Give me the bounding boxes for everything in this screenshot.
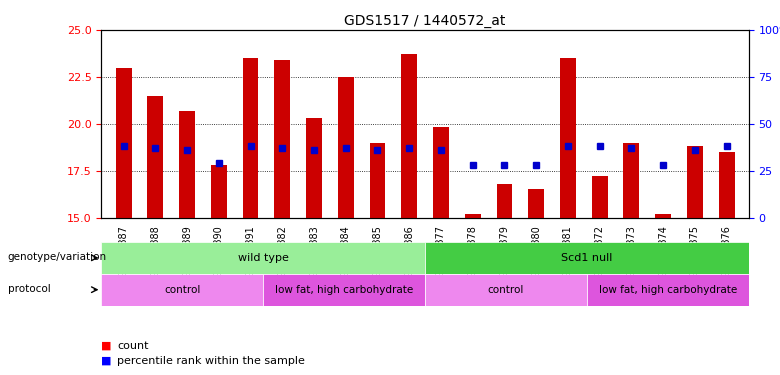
Bar (497, 184, 512, 218)
Bar (528, 189, 544, 217)
FancyBboxPatch shape (264, 274, 425, 306)
Bar (275, 60, 290, 217)
Text: genotype/variation: genotype/variation (8, 252, 107, 262)
Bar (433, 128, 449, 218)
Bar (147, 96, 163, 218)
Bar (718, 152, 735, 217)
Text: percentile rank within the sample: percentile rank within the sample (117, 356, 305, 366)
Text: protocol: protocol (8, 285, 51, 294)
FancyBboxPatch shape (425, 242, 749, 274)
Bar (465, 214, 480, 217)
Bar (243, 58, 258, 217)
Bar (370, 142, 385, 218)
Bar (687, 146, 703, 218)
Bar (115, 68, 132, 218)
Text: control: control (164, 285, 200, 295)
Text: ■: ■ (101, 356, 112, 366)
Text: count: count (117, 341, 148, 351)
Bar (623, 142, 640, 218)
Text: control: control (488, 285, 524, 295)
Bar (306, 118, 322, 218)
Bar (338, 77, 353, 218)
Text: low fat, high carbohydrate: low fat, high carbohydrate (599, 285, 737, 295)
Text: Scd1 null: Scd1 null (562, 253, 612, 263)
Bar (592, 176, 608, 218)
Bar (655, 214, 671, 217)
Text: ■: ■ (101, 341, 112, 351)
FancyBboxPatch shape (101, 274, 264, 306)
Text: wild type: wild type (238, 253, 289, 263)
FancyBboxPatch shape (101, 242, 425, 274)
Bar (179, 111, 195, 218)
FancyBboxPatch shape (587, 274, 749, 306)
Bar (401, 54, 417, 217)
Bar (560, 58, 576, 217)
Text: low fat, high carbohydrate: low fat, high carbohydrate (275, 285, 413, 295)
Title: GDS1517 / 1440572_at: GDS1517 / 1440572_at (345, 13, 505, 28)
FancyBboxPatch shape (425, 274, 587, 306)
Bar (211, 165, 227, 218)
